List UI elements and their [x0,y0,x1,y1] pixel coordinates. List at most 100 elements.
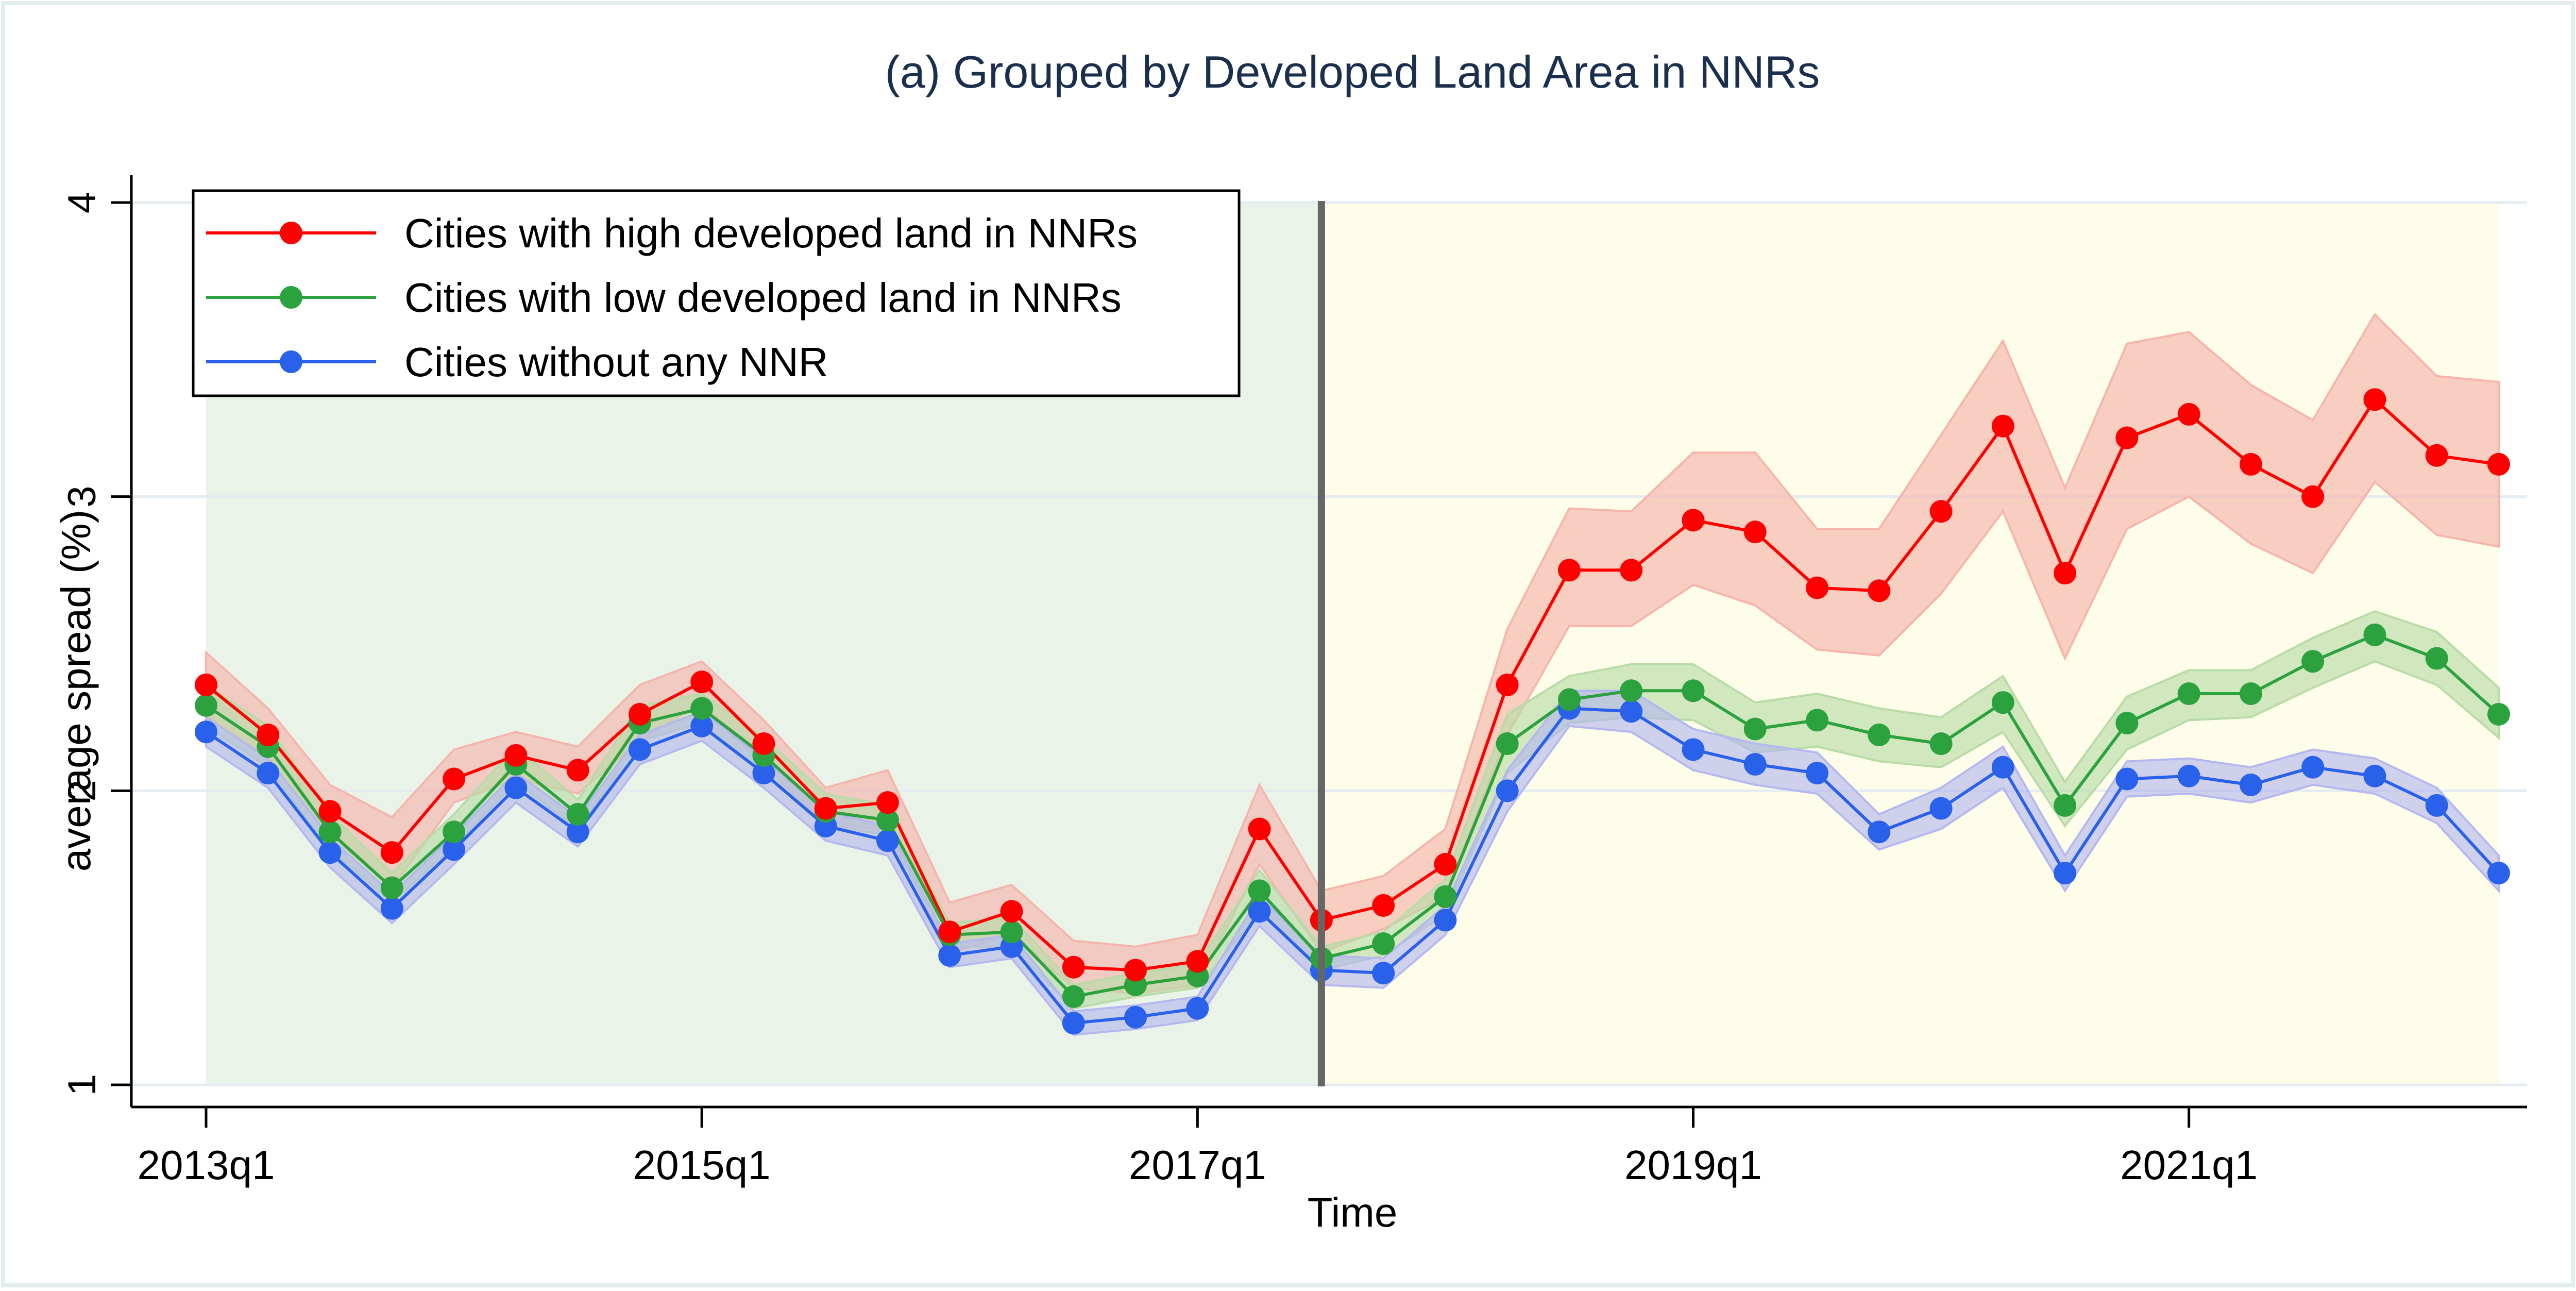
data-point-series-1-2014q4 [628,702,651,726]
data-point-series-1-2016q3 [1062,955,1085,979]
data-point-series-2-2017q2 [1248,879,1271,902]
x-tick-label-2015q1: 2015q1 [633,1142,771,1188]
y-tick-label-1: 1 [60,1074,104,1096]
data-point-series-3-2019q3 [1806,762,1829,785]
data-point-series-2-2013q4 [380,876,403,899]
data-point-series-3-2021q1 [2177,764,2200,787]
data-point-series-2-2016q2 [1000,920,1023,944]
data-point-series-3-2020q2 [1991,756,2014,779]
data-point-series-3-2020q3 [2054,862,2077,885]
legend-marker-series-3 [280,350,302,373]
legend: Cities with high developed land in NNRs C… [192,189,1241,397]
legend-label-series-1: Cities with high developed land in NNRs [404,210,1138,256]
data-point-series-1-2022q2 [2487,452,2510,476]
data-point-series-3-2013q3 [318,841,342,864]
data-point-series-1-2019q1 [1682,509,1705,532]
data-point-series-1-2022q1 [2425,444,2448,467]
legend-label-series-3: Cities without any NNR [404,339,828,385]
data-point-series-1-2014q3 [566,759,589,782]
data-point-series-1-2015q1 [690,670,714,694]
data-point-series-3-2019q1 [1682,738,1705,761]
data-point-series-2-2018q2 [1496,732,1519,756]
data-point-series-3-2016q1 [938,944,961,967]
data-point-series-3-2015q4 [876,829,899,852]
data-point-series-2-2018q3 [1557,688,1581,711]
data-point-series-2-2015q1 [690,697,714,720]
confidence-band-series-3 [205,690,2500,1036]
data-point-series-1-2020q1 [1929,500,1953,523]
data-point-series-1-2018q3 [1557,559,1581,582]
data-point-series-3-2018q4 [1620,700,1643,723]
data-point-series-1-2017q2 [1248,817,1271,841]
y-axis-label: average spread (%) [53,510,99,872]
x-tick-label-2017q1: 2017q1 [1129,1142,1266,1188]
data-point-series-3-2014q2 [504,776,528,799]
data-point-series-3-2013q4 [380,897,403,920]
data-point-series-3-2018q2 [1496,779,1519,802]
data-point-series-1-2016q1 [938,920,961,944]
data-point-series-3-2021q2 [2239,773,2262,796]
data-point-series-3-2017q4 [1372,962,1395,985]
data-point-series-2-2019q1 [1682,679,1705,702]
data-point-series-2-2016q3 [1062,985,1085,1008]
data-point-series-3-2021q4 [2363,764,2386,787]
series-line-2 [205,633,2500,998]
data-point-series-1-2021q3 [2301,485,2325,508]
data-point-series-2-2019q4 [1868,723,1891,746]
data-point-series-2-2018q4 [1620,679,1643,702]
data-point-series-3-2022q1 [2425,794,2448,817]
x-tick-label-2019q1: 2019q1 [1624,1142,1762,1188]
data-point-series-2-2020q3 [2054,794,2077,817]
data-point-series-2-2013q3 [318,820,342,844]
data-point-series-2-2021q2 [2239,682,2262,706]
data-point-series-1-2014q2 [504,744,528,767]
data-point-series-1-2019q4 [1868,579,1891,602]
data-point-series-1-2017q4 [1372,894,1395,917]
y-tick-label-3: 3 [60,486,104,508]
data-point-series-3-2020q4 [2115,767,2139,791]
data-point-series-3-2019q4 [1868,820,1891,844]
data-point-series-2-2021q1 [2177,682,2200,706]
data-point-series-1-2016q4 [1124,959,1147,982]
data-point-series-3-2016q4 [1124,1005,1147,1029]
data-point-series-3-2017q2 [1248,900,1271,923]
data-point-series-1-2018q4 [1620,559,1643,582]
series-line-1 [205,398,2499,972]
data-point-series-3-2016q3 [1062,1012,1085,1035]
data-point-series-2-2015q4 [876,809,899,832]
data-point-series-1-2015q3 [814,797,837,820]
data-point-series-1-2018q2 [1496,673,1519,696]
chart-title: (a) Grouped by Developed Land Area in NN… [885,46,1820,97]
data-point-series-1-2021q1 [2177,403,2200,426]
data-point-series-1-2017q1 [1186,950,1209,973]
data-point-series-2-2013q1 [195,694,217,717]
data-point-series-3-2021q3 [2301,756,2325,779]
data-point-series-3-2014q4 [628,738,651,761]
data-point-series-3-2013q1 [195,720,217,744]
data-point-series-2-2018q1 [1434,885,1457,908]
data-point-series-2-2019q2 [1743,717,1767,741]
data-point-series-3-2022q2 [2487,862,2510,885]
data-point-series-1-2013q1 [195,673,217,696]
data-point-series-1-2013q3 [318,800,342,823]
data-point-series-3-2013q2 [257,762,280,785]
data-point-series-1-2021q2 [2239,452,2262,476]
data-point-series-2-2021q4 [2363,623,2386,646]
data-point-series-3-2014q1 [443,838,466,861]
data-point-series-1-2013q4 [380,841,403,864]
x-axis-label: Time [1308,1189,1398,1235]
x-tick-label-2021q1: 2021q1 [2120,1142,2258,1188]
data-point-series-1-2015q4 [876,791,899,814]
data-point-series-1-2020q3 [2054,562,2077,585]
data-point-series-3-2019q2 [1743,752,1767,776]
data-point-series-2-2014q3 [566,802,589,826]
data-point-series-2-2020q4 [2115,712,2139,735]
y-tick-label-2: 2 [60,780,104,801]
data-point-series-2-2022q1 [2425,647,2448,670]
data-point-series-2-2020q1 [1929,732,1953,756]
data-point-series-2-2021q3 [2301,650,2325,673]
legend-label-series-2: Cities with low developed land in NNRs [404,275,1122,321]
y-tick-label-4: 4 [60,192,104,213]
